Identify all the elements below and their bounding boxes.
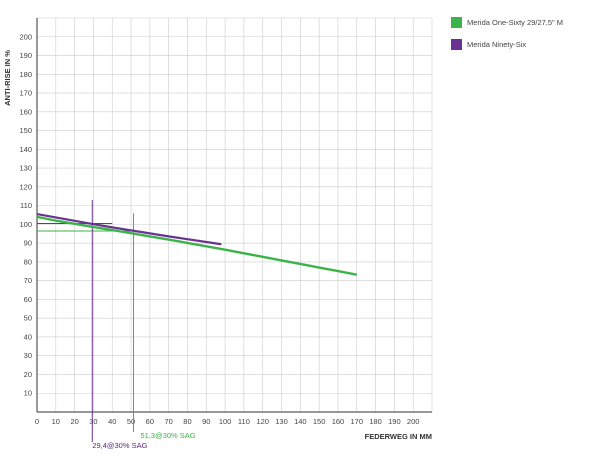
legend-label-one-sixty: Merida One-Sixty 29/27,5" M: [467, 17, 564, 27]
x-tick-label: 0: [35, 417, 39, 426]
x-tick-label: 80: [183, 417, 191, 426]
x-tick-label: 20: [70, 417, 78, 426]
y-tick-label: 130: [19, 164, 32, 173]
y-tick-label: 180: [19, 70, 32, 79]
x-tick-label: 70: [164, 417, 172, 426]
x-tick-label: 100: [219, 417, 232, 426]
y-tick-label: 160: [19, 107, 32, 116]
legend: Merida One-Sixty 29/27,5" M Merida Ninet…: [451, 16, 563, 60]
x-tick-label: 50: [127, 417, 135, 426]
x-tick-label: 140: [294, 417, 307, 426]
sag-label-one-sixty: 51,3@30% SAG: [140, 431, 195, 440]
legend-item-ninety-six[interactable]: Merida Ninety-Six: [451, 38, 563, 50]
x-tick-label: 170: [351, 417, 364, 426]
x-tick-label: 190: [388, 417, 401, 426]
x-tick-label: 150: [313, 417, 326, 426]
y-tick-label: 70: [24, 276, 32, 285]
x-tick-label: 200: [407, 417, 420, 426]
y-tick-label: 170: [19, 89, 32, 98]
y-tick-label: 60: [24, 295, 32, 304]
x-axis-title: FEDERWEG IN MM: [365, 432, 432, 441]
y-tick-labels: 10 20 30 40 50 60 70 80 90 100 110 120 130 140 150 160 1…: [19, 32, 32, 397]
x-tick-label: 180: [369, 417, 382, 426]
y-tick-label: 30: [24, 351, 32, 360]
series-line-ninety-six: [36, 212, 222, 246]
legend-label-ninety-six: Merida Ninety-Six: [467, 39, 527, 49]
y-tick-label: 200: [19, 32, 32, 41]
y-tick-label: 50: [24, 314, 32, 323]
y-tick-label: 90: [24, 239, 32, 248]
sag-markers: [37, 199, 134, 442]
x-tick-labels: 0 10 20 30 40 50 60 70 80 90 100 110 120 130 140 150 160…: [35, 417, 420, 426]
grid: [37, 17, 433, 412]
x-tick-label: 90: [202, 417, 210, 426]
x-tick-label: 130: [275, 417, 288, 426]
y-tick-label: 150: [19, 126, 32, 135]
y-tick-label: 140: [19, 145, 32, 154]
y-axis-title: ANTI-RISE IN %: [3, 50, 12, 106]
y-tick-label: 190: [19, 51, 32, 60]
y-tick-label: 120: [19, 182, 32, 191]
y-tick-label: 20: [24, 370, 32, 379]
axes: [36, 18, 432, 413]
x-tick-label: 60: [146, 417, 154, 426]
y-tick-label: 100: [19, 220, 32, 229]
x-tick-label: 160: [332, 417, 345, 426]
legend-item-one-sixty[interactable]: Merida One-Sixty 29/27,5" M: [451, 16, 563, 28]
y-tick-label: 40: [24, 332, 32, 341]
y-tick-label: 10: [24, 389, 32, 398]
legend-swatch-ninety-six: [451, 38, 462, 50]
x-tick-label: 10: [52, 417, 60, 426]
sag-label-ninety-six: 29,4@30% SAG: [92, 441, 147, 450]
x-tick-label: 40: [108, 417, 116, 426]
y-tick-label: 80: [24, 257, 32, 266]
series-lines: [36, 212, 357, 276]
x-tick-label: 110: [238, 417, 250, 426]
legend-swatch-one-sixty: [451, 16, 462, 28]
y-tick-label: 110: [20, 201, 32, 210]
x-tick-label: 30: [89, 417, 97, 426]
series-line-one-sixty: [36, 215, 357, 276]
x-tick-label: 120: [256, 417, 269, 426]
